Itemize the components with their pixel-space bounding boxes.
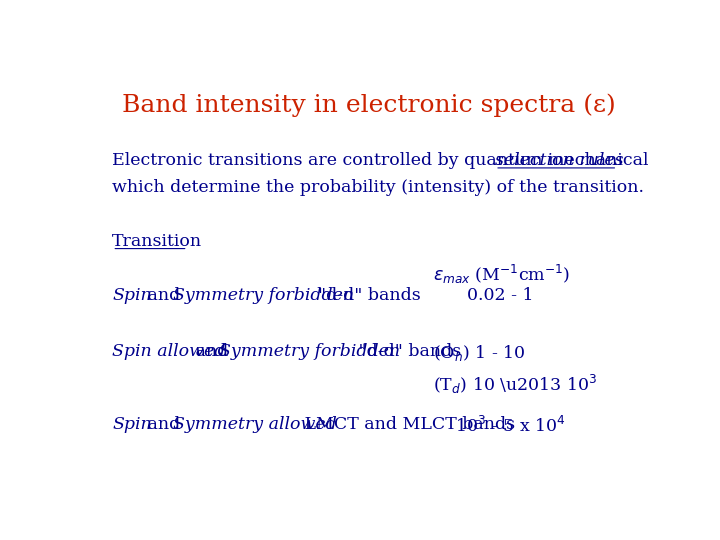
Text: 0.02 - 1: 0.02 - 1 [467,287,533,304]
Text: Electronic transitions are controlled by quantum mechanical: Electronic transitions are controlled by… [112,152,654,169]
Text: Spin allowed: Spin allowed [112,343,225,360]
Text: $\varepsilon_{max}$ (M$^{-1}$cm$^{-1}$): $\varepsilon_{max}$ (M$^{-1}$cm$^{-1}$) [433,263,570,286]
Text: Symmetry forbidden: Symmetry forbidden [173,287,354,304]
Text: (O$_h$) 1 - 10: (O$_h$) 1 - 10 [433,343,526,363]
Text: (T$_d$) 10 \u2013 10$^3$: (T$_d$) 10 \u2013 10$^3$ [433,373,598,396]
Text: Transition: Transition [112,233,202,250]
Text: Band intensity in electronic spectra (ε): Band intensity in electronic spectra (ε) [122,94,616,117]
Text: and: and [190,343,234,360]
Text: "d-d" bands: "d-d" bands [307,287,420,304]
Text: and: and [143,416,186,433]
Text: 10$^3$ - 5 x 10$^4$: 10$^3$ - 5 x 10$^4$ [456,416,566,436]
Text: "d-d" bands: "d-d" bands [354,343,462,360]
Text: Spin: Spin [112,416,152,433]
Text: Symmetry allowed: Symmetry allowed [173,416,336,433]
Text: selection rules: selection rules [495,152,624,169]
Text: Symmetry forbidden: Symmetry forbidden [220,343,400,360]
Text: Spin: Spin [112,287,152,304]
Text: LMCT and MLCT bands: LMCT and MLCT bands [300,416,516,433]
Text: and: and [143,287,186,304]
Text: which determine the probability (intensity) of the transition.: which determine the probability (intensi… [112,179,644,196]
